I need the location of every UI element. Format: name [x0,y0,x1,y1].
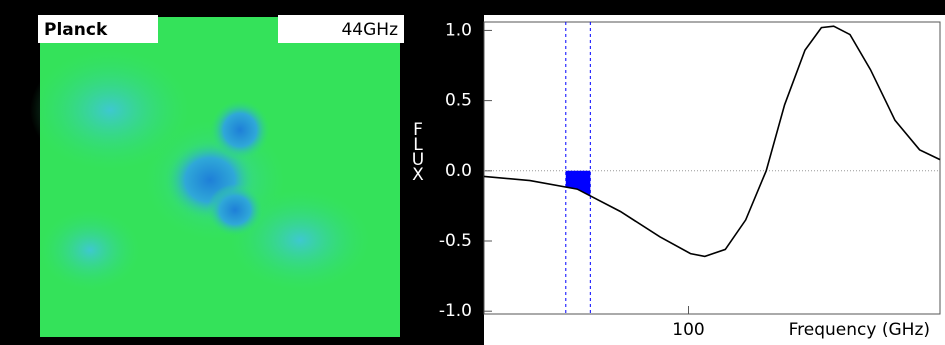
plot-background [484,15,945,345]
screen: Planck 44GHz FLUX Frequency (GHz) 1.0 0.5… [0,0,945,345]
y-tick-label: 1.0 [445,20,472,40]
x-tick-label: 100 [672,320,704,340]
map-title: Planck [44,20,108,40]
y-tick-label: -0.5 [439,231,472,251]
map-frequency: 44GHz [341,20,398,40]
y-tick-label: 0.0 [445,161,472,181]
y-tick-label: -1.0 [439,301,472,321]
x-axis-title: Frequency (GHz) [789,320,930,340]
y-tick-label: 0.5 [445,91,472,111]
sky-map: Planck 44GHz [30,15,404,337]
